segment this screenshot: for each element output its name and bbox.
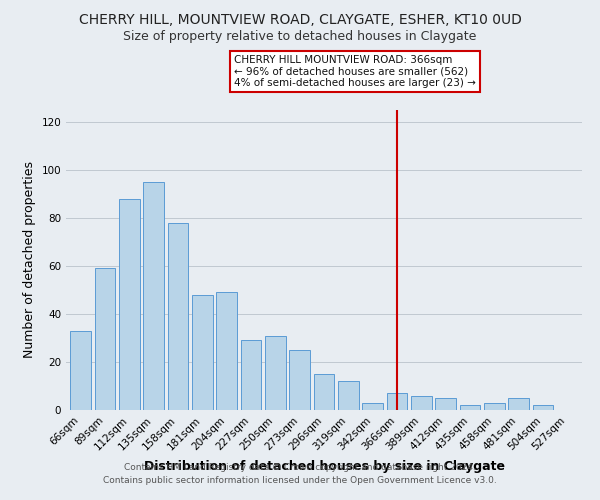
Bar: [362, 403, 383, 410]
Bar: [119, 199, 140, 410]
Bar: [241, 340, 262, 410]
Bar: [289, 350, 310, 410]
Bar: [460, 405, 481, 410]
Bar: [411, 396, 432, 410]
Bar: [95, 268, 115, 410]
Bar: [265, 336, 286, 410]
Bar: [70, 331, 91, 410]
Bar: [436, 398, 456, 410]
Bar: [508, 398, 529, 410]
Bar: [314, 374, 334, 410]
Bar: [533, 405, 553, 410]
Text: CHERRY HILL MOUNTVIEW ROAD: 366sqm
← 96% of detached houses are smaller (562)
4%: CHERRY HILL MOUNTVIEW ROAD: 366sqm ← 96%…: [234, 55, 476, 88]
Bar: [143, 182, 164, 410]
Text: CHERRY HILL, MOUNTVIEW ROAD, CLAYGATE, ESHER, KT10 0UD: CHERRY HILL, MOUNTVIEW ROAD, CLAYGATE, E…: [79, 12, 521, 26]
Text: Contains public sector information licensed under the Open Government Licence v3: Contains public sector information licen…: [103, 476, 497, 485]
Text: Contains HM Land Registry data © Crown copyright and database right 2024.: Contains HM Land Registry data © Crown c…: [124, 464, 476, 472]
Bar: [167, 223, 188, 410]
Bar: [484, 403, 505, 410]
Bar: [338, 381, 359, 410]
X-axis label: Distribution of detached houses by size in Claygate: Distribution of detached houses by size …: [143, 460, 505, 473]
Y-axis label: Number of detached properties: Number of detached properties: [23, 162, 36, 358]
Bar: [216, 292, 237, 410]
Bar: [386, 393, 407, 410]
Bar: [192, 295, 212, 410]
Text: Size of property relative to detached houses in Claygate: Size of property relative to detached ho…: [124, 30, 476, 43]
